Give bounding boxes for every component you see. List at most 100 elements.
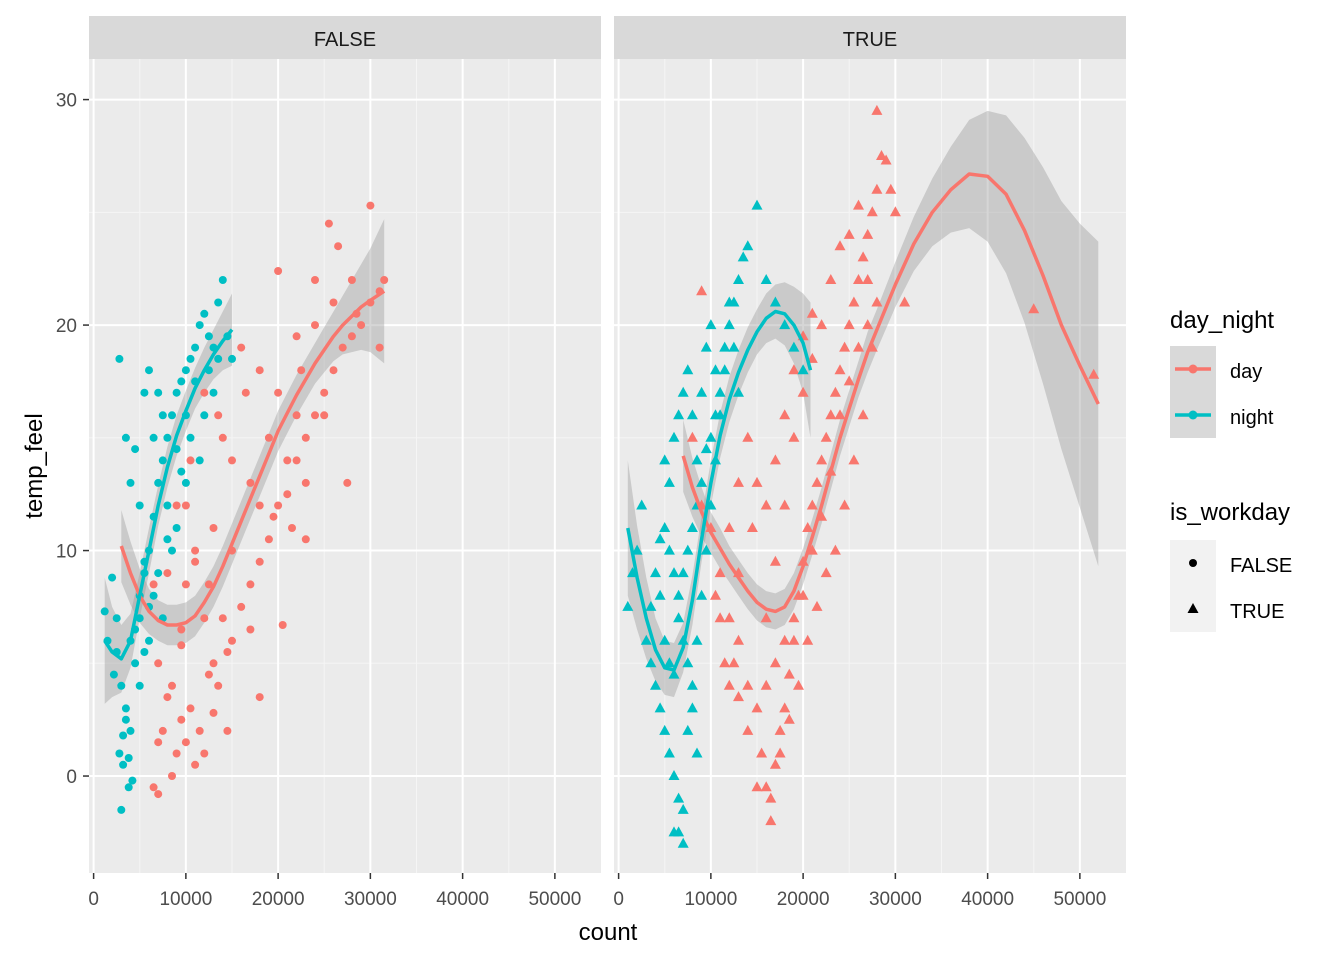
data-point-night (659, 522, 671, 532)
smooth-line-day (681, 172, 1100, 614)
data-point-day (338, 343, 347, 352)
data-point-night (145, 636, 153, 645)
data-point-night (650, 679, 661, 690)
data-point-day (889, 206, 901, 217)
smooth-line-night (626, 309, 813, 672)
data-point-night (677, 803, 689, 814)
data-point-night (696, 476, 708, 487)
data-point-day (723, 522, 735, 532)
data-point-night (700, 544, 712, 555)
data-point-day (186, 704, 195, 713)
smooth-lines-true (626, 172, 1100, 672)
data-point-night (131, 445, 140, 454)
grid-false (89, 59, 601, 873)
data-point-night (742, 240, 754, 251)
data-point-day (329, 366, 338, 375)
panel-background-true (614, 59, 1126, 873)
x-tick-label: 40000 (961, 889, 1014, 910)
data-point-day (255, 366, 264, 375)
data-point-night (640, 634, 652, 645)
data-point-day (209, 659, 218, 668)
data-point-night (650, 567, 661, 578)
data-point-night (710, 409, 721, 420)
data-point-night (696, 589, 708, 600)
data-point-night (163, 433, 172, 442)
data-point-day (163, 569, 172, 578)
data-point-night (673, 409, 685, 420)
data-point-night (200, 411, 209, 420)
data-point-day (301, 433, 310, 442)
data-point-night (214, 354, 223, 363)
data-point-day (843, 319, 855, 330)
data-point-day (862, 274, 874, 284)
data-point-day (853, 274, 864, 284)
data-point-day (209, 708, 218, 717)
grid-true (614, 59, 1126, 873)
data-point-day (806, 499, 818, 510)
data-point-day (1088, 368, 1100, 379)
data-point-day (862, 228, 874, 239)
data-point-night (126, 726, 135, 735)
data-point-day (264, 535, 273, 544)
data-point-night (779, 319, 791, 330)
data-point-night (723, 319, 735, 330)
data-point-night (195, 456, 204, 465)
data-point-day (765, 815, 777, 826)
data-point-day (880, 154, 892, 165)
legend-label-false: FALSE (1230, 555, 1292, 577)
data-point-day (839, 341, 851, 352)
data-point-day (380, 276, 389, 284)
data-point-night (682, 544, 694, 555)
data-point-day (811, 476, 823, 487)
data-point-night (200, 309, 209, 318)
data-point-night (682, 364, 694, 375)
data-point-day (237, 343, 246, 352)
data-point-day (848, 296, 860, 307)
data-point-night (673, 589, 685, 600)
data-point-day (334, 242, 343, 251)
data-point-day (714, 612, 726, 623)
data-point-night (126, 478, 135, 487)
data-point-day (255, 501, 264, 510)
data-point-day (760, 679, 772, 690)
data-point-day (311, 276, 319, 284)
data-point-day (816, 319, 828, 330)
data-point-day (733, 634, 744, 645)
smooth-line-night (103, 328, 234, 661)
data-point-day (177, 625, 186, 634)
data-point-night (797, 364, 809, 375)
data-point-night (163, 535, 172, 544)
data-point-day (871, 183, 883, 194)
data-point-day (802, 522, 814, 532)
data-point-night (654, 533, 666, 544)
data-point-night (108, 573, 117, 582)
data-point-day (779, 634, 791, 645)
x-axis-title: count (579, 919, 638, 946)
data-point-day (283, 456, 292, 465)
data-point-day (760, 781, 772, 792)
data-point-day (200, 388, 209, 397)
data-point-night (686, 702, 698, 713)
data-point-day (274, 501, 283, 510)
data-point-day (200, 614, 209, 623)
data-point-night (209, 388, 218, 397)
data-point-day (797, 386, 809, 397)
data-point-day (820, 431, 832, 442)
data-point-day (181, 580, 190, 589)
data-point-day (710, 589, 721, 600)
data-point-night (737, 251, 749, 262)
panel-true: TRUE 0 10000 20000 30000 40000 50000 (613, 16, 1126, 910)
data-point-day (297, 366, 306, 375)
data-point-night (710, 364, 721, 375)
data-point-day (168, 772, 176, 780)
data-point-night (700, 443, 712, 454)
data-point-night (668, 567, 680, 578)
data-point-night (158, 411, 167, 420)
data-point-night (119, 760, 128, 769)
data-point-night (659, 634, 671, 645)
data-point-day (871, 104, 883, 115)
data-point-day (723, 679, 735, 690)
data-point-day (696, 285, 708, 296)
data-point-day (779, 702, 791, 713)
data-point-night (117, 805, 126, 814)
